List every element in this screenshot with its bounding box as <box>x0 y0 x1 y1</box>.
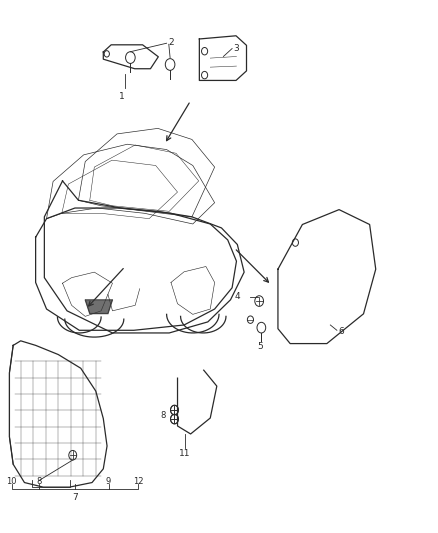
Text: 1: 1 <box>119 92 125 101</box>
Text: 9: 9 <box>106 478 111 486</box>
Text: 12: 12 <box>133 478 144 486</box>
Text: 11: 11 <box>179 449 191 458</box>
Text: 10: 10 <box>7 478 17 486</box>
Text: 5: 5 <box>257 342 263 351</box>
Text: 2: 2 <box>169 38 174 47</box>
Text: 8: 8 <box>36 478 41 486</box>
Polygon shape <box>85 300 113 313</box>
Text: 3: 3 <box>233 44 239 53</box>
Text: 4: 4 <box>234 292 240 301</box>
Text: 6: 6 <box>338 327 344 336</box>
Text: 8: 8 <box>160 411 166 420</box>
Text: 7: 7 <box>72 493 78 502</box>
